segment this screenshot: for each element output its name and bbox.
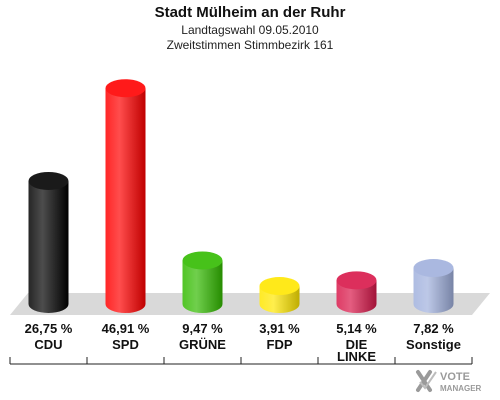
value-label: 9,47 % (182, 321, 223, 336)
chart-subtitle-2: Zweitstimmen Stimmbezirk 161 (166, 38, 334, 52)
checkmark-x-icon (416, 370, 437, 392)
bar-fdp (259, 277, 300, 313)
bar-sonstige (413, 259, 454, 313)
vote-manager-logo: VOTE MANAGER (416, 370, 482, 393)
value-label: 7,82 % (413, 321, 454, 336)
bar-grüne (182, 251, 223, 313)
chart-subtitle: Landtagswahl 09.05.2010 (181, 23, 319, 37)
category-label: FDP (267, 337, 293, 352)
category-label: CDU (34, 337, 62, 352)
value-label: 3,91 % (259, 321, 300, 336)
value-label: 26,75 % (25, 321, 73, 336)
value-label: 46,91 % (102, 321, 150, 336)
bar-spd (105, 79, 146, 314)
bar-die-linke (336, 271, 377, 313)
page-title: Stadt Mülheim an der Ruhr (154, 4, 346, 21)
category-label: GRÜNE (179, 337, 226, 352)
logo-text-manager: MANAGER (440, 384, 482, 393)
logo-text-vote: VOTE (440, 371, 470, 383)
category-label: SPD (112, 337, 139, 352)
bar-cdu (28, 171, 69, 313)
value-label: 5,14 % (336, 321, 377, 336)
category-label: Sonstige (406, 337, 461, 352)
category-label: DIE LINKE (337, 337, 376, 364)
